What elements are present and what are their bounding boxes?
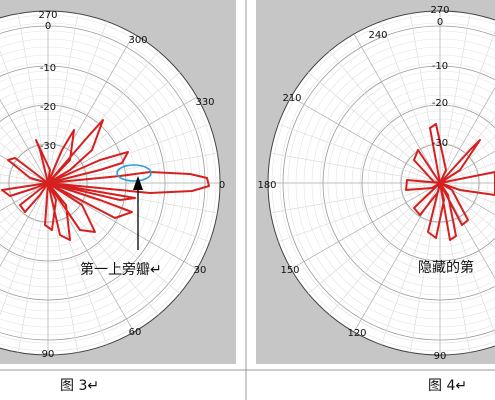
radial-grid-line [380,182,441,345]
radial-grid-line [439,116,495,184]
radial-label: -20 [40,102,56,113]
arrow-head [133,176,143,190]
radial-label: 0 [437,17,443,28]
radial-grid-line [47,182,135,333]
radial-grid-line [0,99,49,184]
radial-grid-line [47,182,79,353]
angle-label: 120 [347,328,366,339]
radial-grid-line [439,182,495,204]
radial-grid-line [0,50,49,184]
radial-grid-line [290,96,441,184]
angle-label: 60 [129,327,142,338]
radial-label: -20 [432,98,448,109]
caption: 图 3↵ [60,378,99,394]
annotation: 隐藏的第 [418,259,474,276]
radial-grid-line [439,87,495,184]
caption: 图 4↵ [428,378,467,394]
radial-grid-line [47,33,135,184]
radial-grid-line [17,182,49,353]
radial-grid-line [0,154,49,184]
polar-figure: 270 300 330 0 30 60 90 0 -10 -20 -30 第一上… [0,0,236,364]
radial-label: -10 [40,63,56,74]
radial-grid-line [409,182,441,353]
radial-grid-line [439,182,495,279]
angle-label: 270 [430,5,449,16]
radial-grid-line [47,182,198,270]
angle-label: 90 [434,351,447,362]
radial-grid-line [439,182,495,230]
angle-label: 90 [42,349,55,360]
radial-grid-line [439,182,495,194]
radial-grid-line [0,125,49,184]
pattern-trace [405,123,495,241]
angle-label: 240 [368,30,387,41]
radial-grid-line [308,182,441,294]
polar-figure: 270 240 210 180 150 120 90 0 -10 -20 -30… [256,0,495,364]
angle-label: 270 [38,10,57,21]
radial-grid-line [47,182,180,294]
radial-grid-line [270,182,441,214]
radial-grid-line [278,182,441,243]
radial-grid-line [0,174,49,184]
radial-grid-line [439,30,495,184]
angle-label: 180 [257,180,276,191]
radial-label: -30 [40,141,56,152]
radial-grid-line [47,123,210,184]
angle-label: 30 [194,265,207,276]
radial-grid-line [439,13,471,184]
radial-grid-line [439,182,495,250]
radial-grid-line [329,182,441,315]
radial-grid-line [380,21,441,184]
radial-label: -30 [432,138,448,149]
angle-label: 300 [128,35,147,46]
angle-label: 330 [195,97,214,108]
radial-grid-line [47,21,108,184]
radial-grid-line [439,182,495,216]
radial-grid-line [47,152,218,184]
radial-grid-line [439,182,495,336]
angle-label: 210 [282,93,301,104]
radial-grid-line [0,182,49,267]
radial-grid-line [0,182,49,316]
radial-grid-line [278,123,441,184]
radial-grid-line [0,142,49,184]
pattern-trace [1,119,210,241]
radial-grid-line [439,136,495,184]
radial-grid-line [0,182,49,241]
highlight-ellipse [116,164,152,182]
radial-grid-line [353,33,441,184]
radial-grid-line [0,182,49,212]
radial-grid-line [47,182,108,345]
radial-grid-line [439,150,495,184]
radial-grid-line [47,13,79,184]
radial-grid-line [329,51,441,184]
radial-grid-line [290,182,441,270]
radial-grid-line [270,152,441,184]
radial-grid-line [0,165,49,184]
radial-label: 0 [45,21,51,32]
radial-grid-line [439,162,495,184]
angle-label: 150 [280,265,299,276]
radial-label: -10 [432,61,448,72]
annotation: 第一上旁瓣↵ [80,261,162,278]
angle-label: 0 [219,180,225,191]
radial-grid-line [47,72,180,184]
